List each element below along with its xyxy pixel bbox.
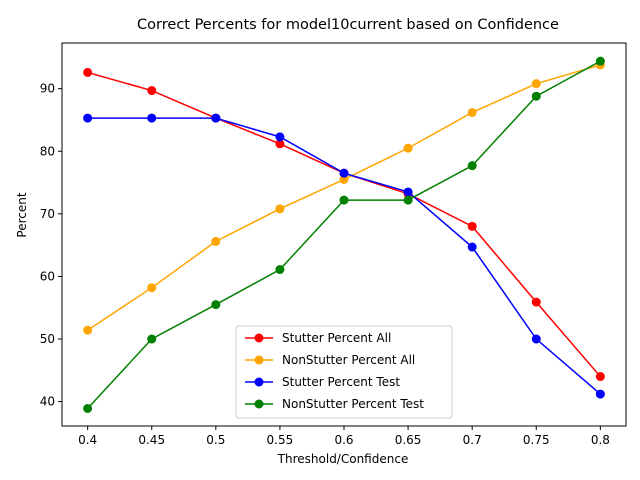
y-tick-label: 40: [40, 395, 55, 409]
legend: Stutter Percent All NonStutter Percent Al…: [235, 325, 453, 419]
data-point: [531, 79, 541, 89]
legend-item: NonStutter Percent All: [245, 353, 415, 367]
x-axis: 0.4 0.45 0.5 0.55 0.6 0.65 0.7 0.75 0.8: [78, 426, 610, 447]
x-tick-label: 0.8: [591, 433, 610, 447]
data-point: [403, 143, 413, 153]
legend-item: Stutter Percent Test: [245, 375, 400, 389]
data-point: [275, 139, 285, 149]
data-point: [339, 174, 349, 184]
data-point: [211, 300, 221, 310]
data-point: [83, 113, 93, 123]
legend-label: NonStutter Percent Test: [282, 397, 424, 411]
legend-item: Stutter Percent All: [245, 331, 391, 345]
y-axis: 40 50 60 70 80 90: [40, 82, 62, 409]
x-tick-label: 0.4: [78, 433, 97, 447]
data-point: [595, 56, 605, 66]
y-tick-label: 60: [40, 269, 55, 283]
legend-marker: [254, 377, 264, 387]
data-point: [467, 242, 477, 252]
data-point: [403, 195, 413, 205]
x-tick-label: 0.75: [523, 433, 550, 447]
data-point: [595, 389, 605, 399]
data-point: [147, 113, 157, 123]
y-axis-label: Percent: [15, 192, 29, 237]
plot-area: [61, 42, 627, 427]
data-point: [275, 265, 285, 275]
data-point: [83, 403, 93, 413]
data-point: [147, 86, 157, 96]
series-3: [83, 113, 605, 399]
data-point: [211, 113, 221, 123]
data-point: [339, 195, 349, 205]
x-tick-label: 0.45: [138, 433, 165, 447]
data-point: [467, 107, 477, 117]
data-point: [83, 67, 93, 77]
y-tick-label: 70: [40, 207, 55, 221]
data-point: [147, 334, 157, 344]
data-point: [275, 204, 285, 214]
data-point: [467, 161, 477, 171]
x-tick-label: 0.55: [267, 433, 294, 447]
series-2: [83, 60, 605, 335]
legend-label: NonStutter Percent All: [282, 353, 415, 367]
legend-box: [235, 325, 453, 419]
legend-label: Stutter Percent All: [282, 331, 391, 345]
y-tick-label: 50: [40, 332, 55, 346]
x-tick-label: 0.65: [395, 433, 422, 447]
legend-item: NonStutter Percent Test: [245, 397, 424, 411]
legend-label: Stutter Percent Test: [282, 375, 400, 389]
data-point: [339, 168, 349, 178]
x-tick-label: 0.6: [334, 433, 353, 447]
legend-marker: [254, 399, 264, 409]
data-point: [467, 221, 477, 231]
x-tick-label: 0.5: [206, 433, 225, 447]
y-tick-label: 90: [40, 82, 55, 96]
chart-title: Correct Percents for model10current base…: [137, 17, 559, 33]
data-point: [531, 297, 541, 307]
data-point: [531, 334, 541, 344]
x-tick-label: 0.7: [463, 433, 482, 447]
data-point: [211, 236, 221, 246]
data-point: [83, 325, 93, 335]
y-tick-label: 80: [40, 144, 55, 158]
data-point: [403, 187, 413, 197]
series-4: [83, 56, 605, 413]
data-point: [531, 91, 541, 101]
x-axis-label: Threshold/Confidence: [277, 452, 409, 466]
legend-marker: [254, 355, 264, 365]
data-point: [275, 132, 285, 142]
legend-marker: [254, 333, 264, 343]
data-point: [147, 283, 157, 293]
data-point: [595, 372, 605, 382]
